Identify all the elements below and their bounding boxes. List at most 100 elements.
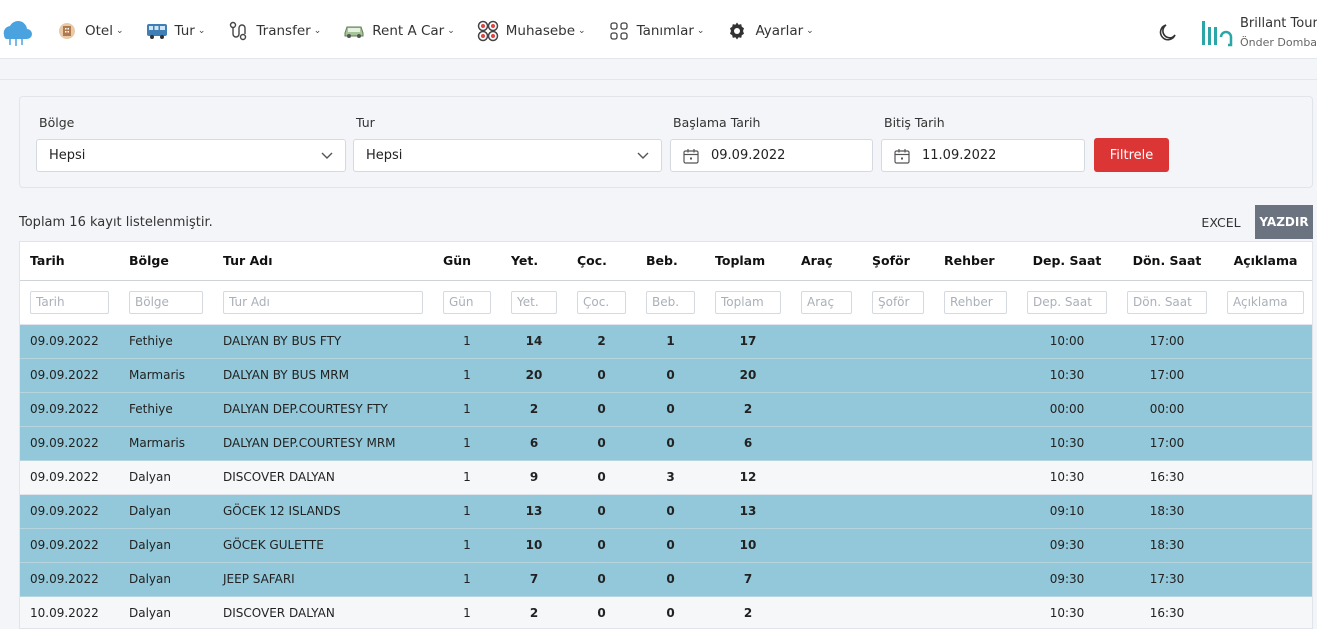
table-row[interactable]: 09.09.2022 Dalyan DISCOVER DALYAN 1 9 0 3 12 10:… bbox=[20, 460, 1312, 495]
menu-transfer[interactable]: Transfer ⌄ bbox=[227, 20, 321, 42]
column-header[interactable]: Toplam bbox=[705, 242, 791, 281]
cell-toplam: 7 bbox=[705, 562, 791, 597]
cell-bolge: Marmaris bbox=[119, 358, 213, 393]
column-filter-input[interactable] bbox=[1027, 290, 1107, 314]
column-filter-input[interactable] bbox=[715, 290, 781, 314]
cell-aciklama bbox=[1217, 426, 1312, 461]
column-header[interactable]: Şoför bbox=[862, 242, 934, 281]
menu-otel[interactable]: Otel ⌄ bbox=[56, 20, 124, 42]
cell-don: 16:30 bbox=[1117, 596, 1217, 628]
calendar-icon bbox=[894, 149, 910, 164]
cell-dep: 09:10 bbox=[1017, 494, 1117, 529]
cell-tur: DISCOVER DALYAN bbox=[213, 460, 433, 495]
column-filter-input[interactable] bbox=[129, 290, 203, 314]
cell-gun: 1 bbox=[433, 460, 501, 495]
brand-name: Brillant Tours bbox=[1240, 16, 1317, 31]
column-header[interactable]: Rehber bbox=[934, 242, 1017, 281]
cell-coc: 0 bbox=[567, 528, 636, 563]
table-row[interactable]: 09.09.2022 Marmaris DALYAN BY BUS MRM 1 20 0 0… bbox=[20, 358, 1312, 393]
menu-ayarlar[interactable]: Ayarlar ⌄ bbox=[726, 20, 814, 42]
menu-rent-a-car[interactable]: Rent A Car ⌄ bbox=[343, 20, 455, 42]
top-edge bbox=[0, 0, 1317, 3]
column-filter-input[interactable] bbox=[223, 290, 423, 314]
column-header[interactable]: Tarih bbox=[20, 242, 119, 281]
column-header[interactable]: Tur Adı bbox=[213, 242, 433, 281]
column-filter-input[interactable] bbox=[511, 290, 557, 314]
cell-sofor bbox=[862, 426, 934, 461]
table-row[interactable]: 09.09.2022 Dalyan GÖCEK GULETTE 1 10 0 0 10 09:3… bbox=[20, 528, 1312, 563]
menu-tur[interactable]: Tur ⌄ bbox=[146, 20, 205, 42]
chevron-down-icon: ⌄ bbox=[115, 26, 124, 36]
cell-coc: 0 bbox=[567, 392, 636, 427]
cell-tarih: 09.09.2022 bbox=[20, 358, 119, 393]
cell-bolge: Dalyan bbox=[119, 528, 213, 563]
user-name[interactable]: Önder Dombayci bbox=[1240, 36, 1317, 49]
cell-bolge: Dalyan bbox=[119, 460, 213, 495]
cell-don: 16:30 bbox=[1117, 460, 1217, 495]
cell-bolge: Dalyan bbox=[119, 494, 213, 529]
column-header[interactable]: Gün bbox=[433, 242, 501, 281]
cell-bolge: Fethiye bbox=[119, 392, 213, 427]
end-date-input[interactable]: 11.09.2022 bbox=[881, 139, 1085, 172]
cell-arac bbox=[791, 358, 862, 393]
table-row[interactable]: 10.09.2022 Dalyan DISCOVER DALYAN 1 2 0 0 2 10:3… bbox=[20, 596, 1312, 628]
cell-aciklama bbox=[1217, 324, 1312, 359]
start-date-input[interactable]: 09.09.2022 bbox=[670, 139, 873, 172]
column-filter-input[interactable] bbox=[1127, 290, 1207, 314]
table-row[interactable]: 09.09.2022 Fethiye DALYAN BY BUS FTY 1 14 2 1 1… bbox=[20, 324, 1312, 359]
tour-list-table: Tarih Bölge Tur Adı Gün Yet. Çoc. Beb. T… bbox=[19, 241, 1313, 629]
region-select[interactable]: Hepsi bbox=[36, 139, 346, 172]
column-header[interactable]: Çoc. bbox=[567, 242, 636, 281]
column-header[interactable]: Açıklama bbox=[1217, 242, 1312, 281]
column-filter-input[interactable] bbox=[801, 290, 852, 314]
cell-bolge: Dalyan bbox=[119, 596, 213, 628]
column-filter-input[interactable] bbox=[443, 290, 491, 314]
cell-sofor bbox=[862, 494, 934, 529]
cell-aciklama bbox=[1217, 392, 1312, 427]
column-header[interactable]: Araç bbox=[791, 242, 862, 281]
cell-dep: 10:00 bbox=[1017, 324, 1117, 359]
column-filter-input[interactable] bbox=[872, 290, 924, 314]
table-row[interactable]: 09.09.2022 Marmaris DALYAN DEP.COURTESY MR… bbox=[20, 426, 1312, 461]
column-filter-input[interactable] bbox=[577, 290, 626, 314]
menu-muhasebe[interactable]: Muhasebe ⌄ bbox=[477, 20, 586, 42]
dark-mode-moon-icon[interactable] bbox=[1158, 22, 1178, 42]
cell-beb: 0 bbox=[636, 358, 705, 393]
table-row[interactable]: 09.09.2022 Dalyan JEEP SAFARI 1 7 0 0 7 09:30 17:… bbox=[20, 562, 1312, 597]
cell-yet: 6 bbox=[501, 426, 567, 461]
cell-beb: 1 bbox=[636, 324, 705, 359]
filter-button[interactable]: Filtrele bbox=[1094, 138, 1169, 172]
column-header[interactable]: Beb. bbox=[636, 242, 705, 281]
column-header[interactable]: Dep. Saat bbox=[1017, 242, 1117, 281]
cell-gun: 1 bbox=[433, 358, 501, 393]
menu-tanimlar[interactable]: Tanımlar ⌄ bbox=[608, 20, 704, 42]
cell-don: 17:00 bbox=[1117, 324, 1217, 359]
menu-otel-label: Otel bbox=[85, 23, 113, 39]
excel-export-button[interactable]: EXCEL bbox=[1187, 205, 1255, 239]
print-button[interactable]: YAZDIR bbox=[1255, 205, 1313, 239]
column-header[interactable]: Dön. Saat bbox=[1117, 242, 1217, 281]
accounting-icon bbox=[477, 20, 499, 42]
column-filter-input[interactable] bbox=[1227, 290, 1304, 314]
chevron-down-icon: ⌄ bbox=[806, 26, 814, 36]
cell-aciklama bbox=[1217, 494, 1312, 529]
cell-rehber bbox=[934, 392, 1017, 427]
column-header[interactable]: Yet. bbox=[501, 242, 567, 281]
hotel-icon bbox=[56, 20, 78, 42]
column-header[interactable]: Bölge bbox=[119, 242, 213, 281]
cell-coc: 0 bbox=[567, 426, 636, 461]
cell-beb: 0 bbox=[636, 426, 705, 461]
chevron-down-icon bbox=[637, 152, 649, 159]
column-filter-input[interactable] bbox=[30, 290, 109, 314]
table-row[interactable]: 09.09.2022 Fethiye DALYAN DEP.COURTESY FTY… bbox=[20, 392, 1312, 427]
cloud-logo-icon[interactable] bbox=[0, 15, 32, 47]
tour-select[interactable]: Hepsi bbox=[353, 139, 662, 172]
cell-toplam: 2 bbox=[705, 596, 791, 628]
brand-logo-icon[interactable] bbox=[1200, 19, 1234, 49]
cell-beb: 0 bbox=[636, 528, 705, 563]
column-filter-input[interactable] bbox=[646, 290, 695, 314]
table-row[interactable]: 09.09.2022 Dalyan GÖCEK 12 ISLANDS 1 13 0 0 13 0… bbox=[20, 494, 1312, 529]
cell-beb: 3 bbox=[636, 460, 705, 495]
column-filter-input[interactable] bbox=[944, 290, 1007, 314]
cell-coc: 0 bbox=[567, 494, 636, 529]
